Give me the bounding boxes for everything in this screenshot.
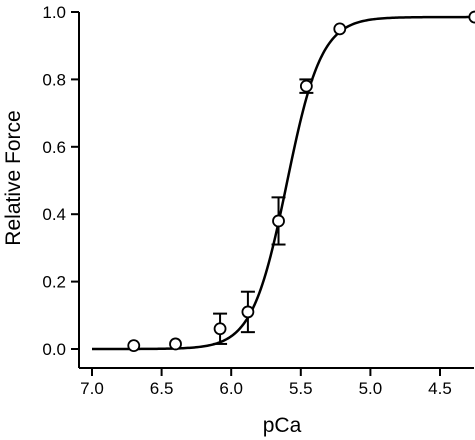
x-tick-label: 5.0 (359, 379, 383, 398)
x-tick-label: 4.5 (428, 379, 452, 398)
y-tick-label: 0.6 (42, 138, 66, 157)
x-tick-label: 6.5 (150, 379, 174, 398)
y-tick-label: 0.0 (42, 340, 66, 359)
y-tick-label: 0.4 (42, 205, 66, 224)
data-point (127, 339, 141, 353)
data-point (468, 10, 475, 24)
data-point (169, 337, 182, 351)
x-axis-title: pCa (263, 414, 302, 437)
hill-fit-curve (92, 15, 475, 351)
x-tick-label: 6.0 (219, 379, 243, 398)
y-tick-label: 0.2 (42, 273, 66, 292)
y-axis-title: Relative Force (2, 110, 25, 245)
data-point (213, 322, 227, 336)
data-point (272, 214, 285, 228)
data-points (127, 10, 475, 353)
axes (78, 12, 474, 369)
tick-marks: 0.0 0.2 0.4 0.6 0.8 1.0 7.0 6.5 6.0 5.5 5.0 4.5 (42, 3, 451, 398)
x-tick-label: 7.0 (80, 379, 104, 398)
x-tick-label: 5.5 (289, 379, 313, 398)
fit-curve-group (92, 15, 475, 351)
data-point (241, 305, 255, 319)
data-point (333, 22, 347, 36)
data-point (299, 79, 313, 93)
y-tick-label: 1.0 (42, 3, 66, 22)
y-tick-label: 0.8 (42, 70, 66, 89)
